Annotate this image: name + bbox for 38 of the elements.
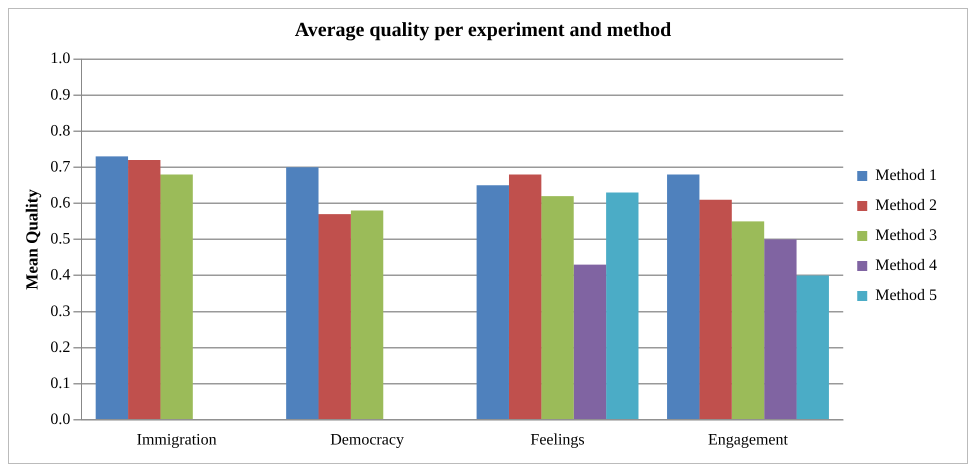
y-tick-label: 0.0 xyxy=(50,411,70,428)
bar xyxy=(160,174,193,420)
legend-label: Method 5 xyxy=(875,287,938,304)
x-tick-label: Feelings xyxy=(530,432,585,449)
y-tick-label: 0.6 xyxy=(50,194,70,212)
bar xyxy=(574,264,606,420)
bar xyxy=(286,167,319,420)
bar xyxy=(796,275,829,420)
legend-label: Method 2 xyxy=(875,197,938,214)
bar xyxy=(606,192,638,420)
y-axis-title: Mean Quality xyxy=(22,188,42,290)
y-tick-label: 0.4 xyxy=(50,266,70,284)
bar xyxy=(699,200,732,420)
x-tick-label: Engagement xyxy=(708,432,789,449)
bar xyxy=(764,239,797,420)
legend-label: Method 1 xyxy=(875,167,938,184)
x-tick-label: Immigration xyxy=(136,432,217,449)
bar xyxy=(128,160,160,420)
bar xyxy=(667,174,700,420)
chart-title: Average quality per experiment and method xyxy=(294,19,672,42)
bar xyxy=(732,221,764,420)
y-tick-label: 0.1 xyxy=(50,374,70,392)
y-tick-label: 0.8 xyxy=(50,122,70,140)
x-tick-label: Democracy xyxy=(330,432,404,449)
bar xyxy=(350,210,384,420)
bar xyxy=(508,174,542,420)
bar xyxy=(541,196,574,420)
y-tick-label: 0.2 xyxy=(50,338,70,356)
y-tick-label: 0.9 xyxy=(50,86,70,104)
bar xyxy=(476,185,509,420)
bar xyxy=(96,156,128,420)
y-tick-label: 0.3 xyxy=(50,302,70,320)
legend-label: Method 4 xyxy=(875,257,938,274)
y-tick-label: 0.7 xyxy=(50,158,70,176)
bar xyxy=(318,214,351,420)
y-tick-label: 0.5 xyxy=(50,230,70,248)
legend-label: Method 3 xyxy=(875,227,938,244)
y-tick-label: 1.0 xyxy=(50,50,70,68)
